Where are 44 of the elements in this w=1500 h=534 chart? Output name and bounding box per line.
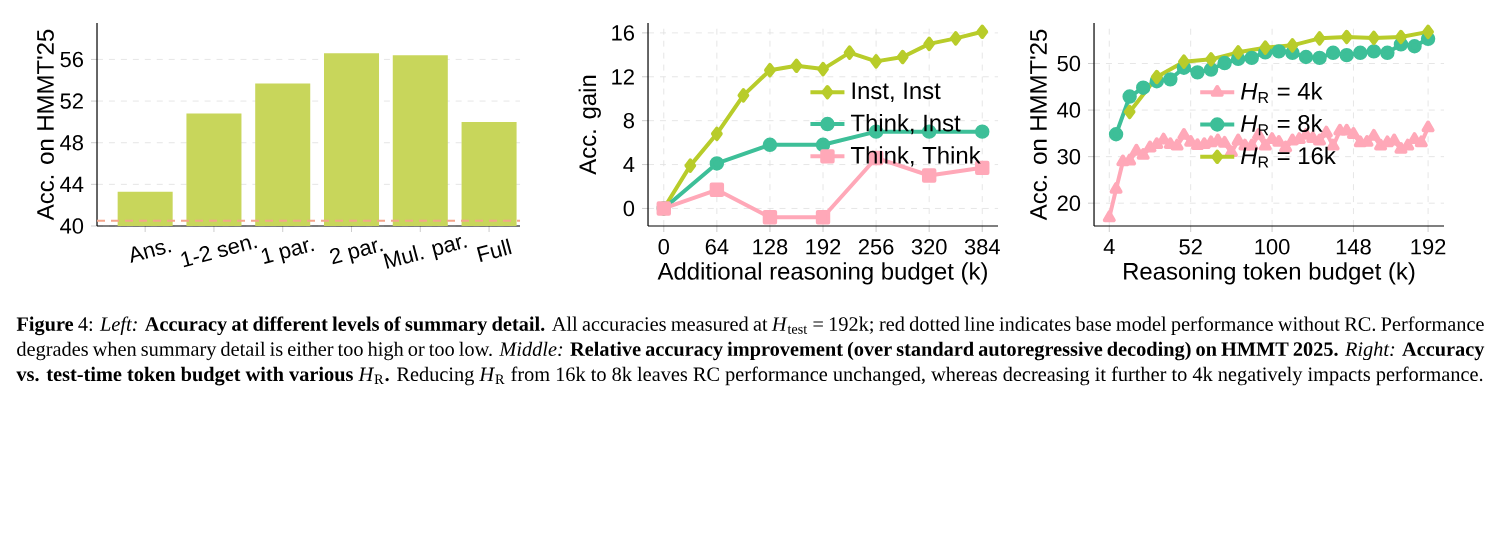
text: Figure 4: Left: Accuracy at different levels of summary detail. All accuracies measured at H$_{test}$ = 192k; red dotted line indicates base model performance without RC. Performance degrades when summary detail is either too high or too low. Middle: Relative accuracy improvement (over standard autoregressive decoding) on HMMT 2025. Right: Accuracy vs. test-time token budget with various H$_{R}$. Reducing H$_{R}$ from 16k to 8k leaves RC performance unchanged, whereas decreasing it further to 4k negatively impacts performance.	[16, 316, 1485, 386]
y-tick-label: 16	[612, 25, 634, 41]
y-tick-label: 8	[623, 112, 635, 129]
x-tick-label: 1 par.	[261, 240, 315, 264]
legend-label: Inst, Inst	[852, 82, 941, 102]
y-tick-label: 56	[60, 51, 83, 68]
y-tick-label: 30	[1057, 148, 1081, 165]
x-tick-label: 2 par.	[330, 240, 383, 265]
x-tick-label: 128	[753, 239, 788, 255]
x-tick-label: 64	[705, 239, 729, 255]
x-tick-label: 192	[806, 239, 841, 255]
x-axis-title: Reasoning token budget (k)	[1124, 262, 1415, 285]
legend-label: H$_{R}$ = 16k	[1240, 146, 1336, 168]
legend-label: H$_{R}$ = 4k	[1240, 82, 1323, 103]
x-tick-label: 320	[911, 239, 947, 255]
x-tick-label: 100	[1255, 239, 1290, 255]
x-tick-label: Mul. par.	[383, 236, 467, 269]
y-tick-label: 4	[623, 157, 635, 173]
x-axis-title: Additional reasoning budget (k)	[657, 262, 987, 285]
y-tick-label: 12	[612, 69, 634, 85]
y-axis-title: Acc. gain	[578, 75, 601, 175]
x-tick-label: 384	[964, 239, 1000, 255]
y-tick-label: 40	[60, 218, 84, 234]
legend-label: Think, Think	[850, 146, 981, 167]
x-tick-label: 256	[858, 239, 894, 255]
y-tick-label: 50	[1057, 55, 1081, 72]
y-tick-label: 48	[60, 134, 83, 151]
y-tick-label: 44	[60, 176, 84, 192]
legend-label: H$_{R}$ = 8k	[1240, 114, 1323, 136]
y-tick-label: 0	[623, 200, 635, 217]
y-tick-label: 20	[1057, 195, 1081, 211]
y-axis-title: Acc. on HMMT'25	[36, 29, 54, 221]
x-tick-label: 52	[1179, 239, 1202, 255]
y-axis-title: Acc. on HMMT'25	[1030, 29, 1047, 221]
legend-label: Think, Inst	[850, 113, 961, 135]
x-tick-label: 192	[1411, 239, 1446, 255]
x-tick-label: 1-2 sen.	[181, 238, 258, 268]
x-tick-label: 4	[1103, 239, 1115, 255]
y-tick-label: 52	[60, 93, 83, 109]
y-tick-label: 40	[1057, 102, 1081, 118]
x-tick-label: 0	[658, 239, 669, 255]
x-tick-label: 148	[1336, 239, 1371, 255]
x-tick-label: Ans.	[130, 242, 172, 263]
x-tick-label: Full	[476, 238, 512, 263]
